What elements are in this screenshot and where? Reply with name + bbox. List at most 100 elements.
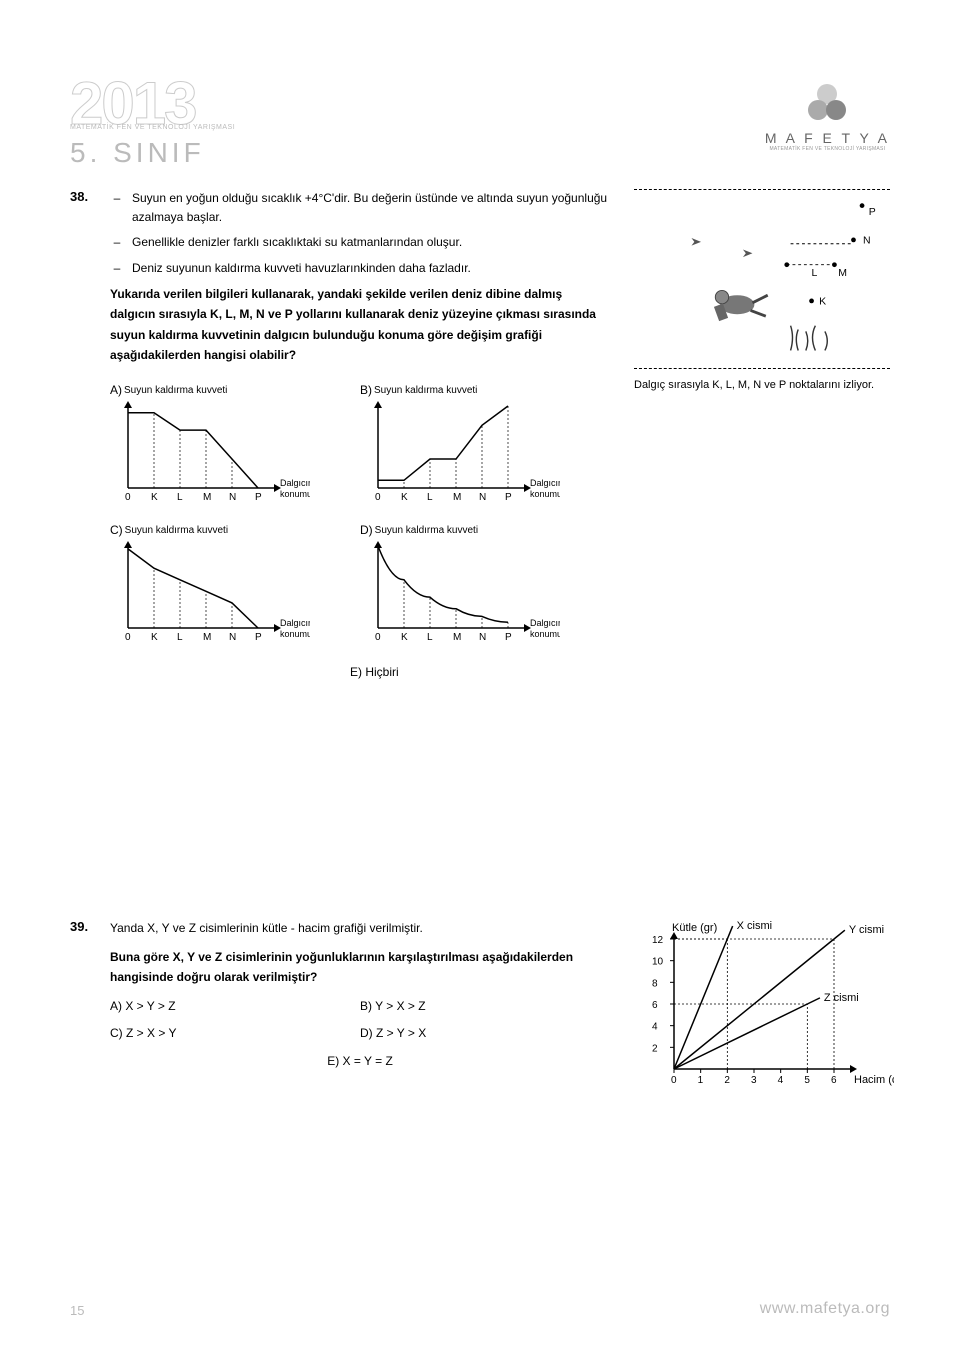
q38-number: 38. bbox=[70, 189, 98, 365]
logo-text: M A F E T Y A bbox=[765, 130, 890, 146]
q39-block: 39. Yanda X, Y ve Z cisimlerinin kütle -… bbox=[70, 919, 890, 1102]
q38-opt-e: E) Hiçbiri bbox=[350, 665, 610, 679]
svg-text:K: K bbox=[401, 492, 408, 503]
q38-left: 38. –Suyun en yoğun olduğu sıcaklık +4°C… bbox=[70, 189, 610, 679]
opt-b-letter: B) bbox=[360, 383, 372, 397]
q39-options: A) X > Y > Z B) Y > X > Z C) Z > X > Y D… bbox=[110, 997, 610, 1071]
q38-right: P N L M K bbox=[634, 189, 890, 679]
svg-text:N: N bbox=[479, 632, 486, 643]
logo-icon bbox=[804, 80, 850, 126]
svg-text:L: L bbox=[177, 492, 183, 503]
svg-text:2: 2 bbox=[652, 1044, 658, 1055]
svg-text:4: 4 bbox=[778, 1075, 784, 1086]
svg-text:2: 2 bbox=[724, 1075, 730, 1086]
svg-text:Dalgıcın: Dalgıcın bbox=[530, 478, 560, 488]
svg-text:P: P bbox=[505, 492, 512, 503]
pt-m: M bbox=[838, 268, 847, 279]
svg-text:K: K bbox=[151, 492, 158, 503]
svg-text:P: P bbox=[255, 492, 262, 503]
svg-text:0: 0 bbox=[671, 1075, 677, 1086]
svg-text:Z cismi: Z cismi bbox=[824, 992, 859, 1004]
chart-c-cell: C) Suyun kaldırma kuvveti 0KLMNPDalgıcın… bbox=[110, 525, 330, 651]
svg-text:Hacim (cm³): Hacim (cm³) bbox=[854, 1074, 894, 1086]
svg-text:6: 6 bbox=[652, 1000, 658, 1011]
svg-text:X cismi: X cismi bbox=[737, 920, 772, 932]
q38-bullet-2: Genellikle denizler farklı sıcaklıktaki … bbox=[132, 233, 610, 252]
chart-a: 0KLMNPDalgıcınkonumu bbox=[110, 398, 310, 508]
svg-text:N: N bbox=[229, 492, 236, 503]
svg-text:L: L bbox=[177, 632, 183, 643]
q39-chart: Kütle (gr)Hacim (cm³)012345624681012X ci… bbox=[634, 919, 894, 1099]
svg-text:L: L bbox=[427, 492, 433, 503]
diver-diagram: P N L M K bbox=[634, 189, 890, 369]
diagram-caption: Dalgıç sırasıyla K, L, M, N ve P noktala… bbox=[634, 377, 890, 394]
svg-text:konumu: konumu bbox=[530, 629, 560, 639]
svg-text:N: N bbox=[479, 492, 486, 503]
pt-l: L bbox=[812, 268, 818, 279]
q39-text1: Yanda X, Y ve Z cisimlerinin kütle - hac… bbox=[110, 919, 610, 938]
chart-b-cell: B) Suyun kaldırma kuvveti 0 K L M N P Dalgıcın… bbox=[360, 385, 580, 511]
svg-text:0: 0 bbox=[375, 492, 381, 503]
q39-left: 39. Yanda X, Y ve Z cisimlerinin kütle -… bbox=[70, 919, 610, 1102]
pt-k: K bbox=[819, 297, 826, 308]
q38-block: 38. –Suyun en yoğun olduğu sıcaklık +4°C… bbox=[70, 189, 890, 679]
chart-c-ylabel: Suyun kaldırma kuvveti bbox=[125, 525, 228, 536]
opt-c-letter: C) bbox=[110, 523, 123, 537]
svg-text:4: 4 bbox=[652, 1022, 658, 1033]
footer-url: www.mafetya.org bbox=[760, 1300, 890, 1318]
opt-a-letter: A) bbox=[110, 383, 122, 397]
svg-text:konumu: konumu bbox=[280, 629, 310, 639]
svg-text:konumu: konumu bbox=[530, 489, 560, 499]
svg-text:Kütle (gr): Kütle (gr) bbox=[672, 922, 717, 934]
pt-n: N bbox=[863, 236, 871, 247]
q38-charts: A) Suyun kaldırma kuvveti 0 K L M N P Dalgıcın… bbox=[110, 385, 610, 679]
svg-text:Dalgıcın: Dalgıcın bbox=[530, 618, 560, 628]
chart-a-cell: A) Suyun kaldırma kuvveti 0KLMNPDalgıcın… bbox=[110, 385, 330, 511]
chart-b-ylabel: Suyun kaldırma kuvveti bbox=[374, 385, 477, 396]
q39-bold: Buna göre X, Y ve Z cisimlerinin yoğunlu… bbox=[110, 947, 610, 988]
chart-a-ylabel: Suyun kaldırma kuvveti bbox=[124, 385, 227, 396]
chart-d-ylabel: Suyun kaldırma kuvveti bbox=[375, 525, 478, 536]
dash-icon: – bbox=[110, 233, 124, 252]
svg-text:K: K bbox=[151, 632, 158, 643]
svg-text:12: 12 bbox=[652, 935, 664, 946]
q38-body: –Suyun en yoğun olduğu sıcaklık +4°C'dir… bbox=[110, 189, 610, 365]
q39-number: 39. bbox=[70, 919, 98, 1071]
chart-d-cell: D) Suyun kaldırma kuvveti 0 K L M N P Dalgıcın… bbox=[360, 525, 580, 651]
svg-text:N: N bbox=[229, 632, 236, 643]
q39-right: Kütle (gr)Hacim (cm³)012345624681012X ci… bbox=[634, 919, 894, 1102]
logo-block: M A F E T Y A MATEMATİK FEN VE TEKNOLOJİ… bbox=[765, 80, 890, 152]
svg-text:3: 3 bbox=[751, 1075, 757, 1086]
q39-opt-b: B) Y > X > Z bbox=[360, 997, 610, 1016]
grade: 5. SINIF bbox=[70, 137, 235, 169]
svg-text:Dalgıcın: Dalgıcın bbox=[280, 618, 310, 628]
q39-body: Yanda X, Y ve Z cisimlerinin kütle - hac… bbox=[110, 919, 610, 1071]
q38-bold: Yukarıda verilen bilgileri kullanarak, y… bbox=[110, 284, 610, 366]
chart-d: 0 K L M N P Dalgıcınkonumu bbox=[360, 538, 560, 648]
year-block: 2013 MATEMATİK FEN VE TEKNOLOJİ YARIŞMAS… bbox=[70, 80, 235, 169]
svg-text:0: 0 bbox=[375, 632, 381, 643]
chart-c: 0KLMNPDalgıcınkonumu bbox=[110, 538, 310, 648]
svg-text:Dalgıcın: Dalgıcın bbox=[280, 478, 310, 488]
q39-opt-c: C) Z > X > Y bbox=[110, 1024, 360, 1043]
svg-text:0: 0 bbox=[125, 632, 131, 643]
svg-text:M: M bbox=[453, 632, 461, 643]
svg-text:M: M bbox=[453, 492, 461, 503]
page-root: 2013 MATEMATİK FEN VE TEKNOLOJİ YARIŞMAS… bbox=[0, 0, 960, 1142]
svg-text:8: 8 bbox=[652, 979, 658, 990]
q39-opt-a: A) X > Y > Z bbox=[110, 997, 360, 1016]
svg-text:P: P bbox=[505, 632, 512, 643]
svg-text:10: 10 bbox=[652, 957, 664, 968]
q39-opt-d: D) Z > Y > X bbox=[360, 1024, 610, 1043]
opt-d-letter: D) bbox=[360, 523, 373, 537]
pt-p: P bbox=[869, 207, 876, 218]
svg-text:6: 6 bbox=[831, 1075, 837, 1086]
svg-text:L: L bbox=[427, 632, 433, 643]
chart-b: 0 K L M N P Dalgıcınkonumu bbox=[360, 398, 560, 508]
svg-text:K: K bbox=[401, 632, 408, 643]
svg-text:5: 5 bbox=[804, 1075, 810, 1086]
svg-text:konumu: konumu bbox=[280, 489, 310, 499]
year: 2013 bbox=[70, 80, 235, 128]
svg-text:M: M bbox=[203, 492, 211, 503]
svg-text:M: M bbox=[203, 632, 211, 643]
